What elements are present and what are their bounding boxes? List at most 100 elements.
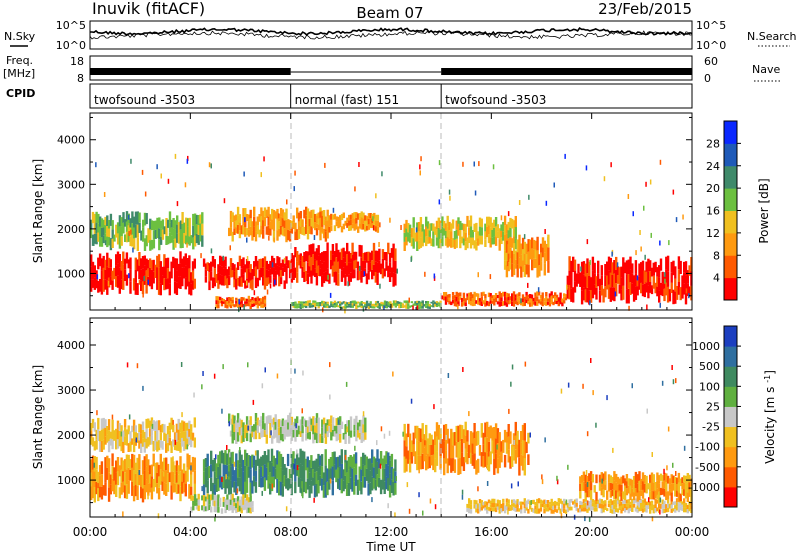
heatmap-cell bbox=[159, 283, 162, 296]
heatmap-cell bbox=[229, 480, 233, 496]
heatmap-cell bbox=[475, 222, 478, 233]
heatmap-cell bbox=[638, 263, 641, 277]
heatmap-cell bbox=[421, 305, 424, 309]
heatmap-cell bbox=[292, 429, 295, 438]
heatmap-cell bbox=[249, 482, 252, 496]
heatmap-cell bbox=[437, 424, 440, 440]
heatmap-cell bbox=[629, 493, 632, 501]
heatmap-cell bbox=[469, 504, 473, 510]
heatmap-cell bbox=[360, 435, 363, 443]
heatmap-cell bbox=[320, 478, 324, 491]
heatmap-cell bbox=[511, 250, 514, 264]
heatmap-cell bbox=[534, 509, 537, 514]
heatmap-cell bbox=[269, 268, 272, 276]
heatmap-cell bbox=[220, 275, 224, 286]
heatmap-cell bbox=[102, 428, 105, 440]
heatmap-cell bbox=[604, 275, 607, 287]
heatmap-cell bbox=[261, 476, 265, 488]
heatmap-cell bbox=[618, 284, 621, 294]
heatmap-cell bbox=[367, 218, 371, 225]
heatmap-cell bbox=[613, 490, 616, 500]
heatmap-cell bbox=[675, 477, 679, 484]
heatmap-cell bbox=[246, 280, 248, 286]
heatmap-cell bbox=[258, 303, 261, 306]
heatmap-cell bbox=[276, 256, 279, 266]
heatmap-cell bbox=[238, 299, 240, 305]
heatmap-cell bbox=[388, 262, 392, 273]
heatmap-cell bbox=[312, 304, 315, 308]
heatmap-cell bbox=[432, 439, 435, 455]
heatmap-cell bbox=[566, 275, 569, 288]
heatmap-cell bbox=[487, 441, 491, 457]
heatmap-cell bbox=[672, 501, 675, 505]
heatmap-cell bbox=[333, 464, 336, 478]
heatmap-cell bbox=[219, 502, 222, 507]
heatmap-cell bbox=[372, 253, 376, 265]
heatmap-cell bbox=[505, 502, 509, 507]
heatmap-cell bbox=[362, 269, 365, 277]
heatmap-cell bbox=[233, 415, 236, 424]
heatmap-cell bbox=[486, 437, 489, 453]
colorbar-tick-label: -100 bbox=[695, 441, 720, 454]
heatmap-cell bbox=[143, 255, 146, 266]
heatmap-cell bbox=[400, 225, 402, 230]
heatmap-cell bbox=[620, 476, 623, 485]
heatmap-cell bbox=[521, 260, 525, 272]
heatmap-cell bbox=[487, 301, 491, 307]
heatmap-cell bbox=[543, 301, 546, 306]
heatmap-cell bbox=[331, 305, 335, 308]
heatmap-cell bbox=[324, 216, 328, 221]
heatmap-cell bbox=[258, 432, 261, 440]
heatmap-cell bbox=[95, 439, 98, 450]
heatmap-cell bbox=[231, 263, 234, 271]
heatmap-cell bbox=[111, 439, 114, 450]
heatmap-cell bbox=[301, 450, 304, 466]
heatmap-cell bbox=[469, 431, 473, 442]
heatmap-cell bbox=[149, 240, 152, 251]
heatmap-cell bbox=[238, 499, 242, 506]
heatmap-cell bbox=[650, 232, 652, 238]
heatmap-cell bbox=[140, 434, 143, 444]
heatmap-cell bbox=[161, 471, 164, 482]
heatmap-cell bbox=[425, 424, 428, 440]
heatmap-cell bbox=[326, 431, 329, 438]
heatmap-cell bbox=[91, 270, 95, 280]
heatmap-cell bbox=[173, 270, 177, 282]
heatmap-cell bbox=[294, 231, 297, 241]
heatmap-cell bbox=[609, 490, 612, 498]
heatmap-cell bbox=[314, 432, 317, 440]
heatmap-cell bbox=[339, 301, 342, 304]
heatmap-cell bbox=[157, 281, 161, 295]
heatmap-cell bbox=[529, 432, 531, 438]
heatmap-cell bbox=[613, 287, 616, 302]
heatmap-cell bbox=[615, 283, 618, 297]
heatmap-cell bbox=[91, 211, 95, 224]
heatmap-cell bbox=[537, 287, 540, 293]
heatmap-cell bbox=[498, 444, 501, 456]
heatmap-cell bbox=[305, 224, 308, 234]
heatmap-cell bbox=[480, 503, 483, 507]
heatmap-cell bbox=[363, 260, 367, 269]
heatmap-cell bbox=[477, 430, 480, 445]
heatmap-cell bbox=[328, 469, 331, 480]
heatmap-cell bbox=[493, 302, 496, 306]
heatmap-cell bbox=[511, 506, 514, 511]
heatmap-cell bbox=[514, 300, 517, 305]
heatmap-cell bbox=[407, 223, 410, 233]
heatmap-cell bbox=[97, 257, 100, 270]
heatmap-cell bbox=[270, 448, 274, 463]
heatmap-cell bbox=[362, 306, 365, 312]
heatmap-cell bbox=[122, 264, 125, 278]
heatmap-cell bbox=[263, 207, 267, 217]
heatmap-cell bbox=[127, 259, 130, 269]
heatmap-cell bbox=[643, 483, 646, 493]
heatmap-cell bbox=[381, 171, 383, 177]
heatmap-cell bbox=[229, 210, 233, 220]
heatmap-cell bbox=[640, 503, 643, 507]
heatmap-cell bbox=[539, 298, 543, 302]
heatmap-cell bbox=[106, 426, 109, 435]
heatmap-cell bbox=[115, 439, 118, 450]
heatmap-cell bbox=[586, 482, 589, 487]
heatmap-cell bbox=[301, 433, 304, 442]
heatmap-cell bbox=[523, 253, 527, 266]
